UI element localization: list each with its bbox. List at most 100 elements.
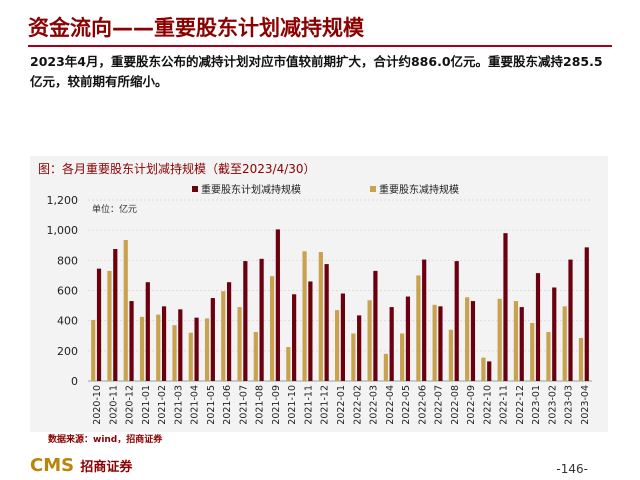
x-tick-label: 2023-03 [564, 385, 575, 425]
bar-planned [161, 306, 167, 381]
bar-planned [113, 249, 118, 381]
bar-planned [535, 273, 541, 381]
bar-actual [400, 333, 405, 381]
bar-planned [324, 264, 329, 381]
x-tick-label: 2022-12 [515, 385, 526, 425]
bar-actual [562, 306, 567, 381]
bar-actual [123, 239, 128, 381]
data-source: 数据来源：wind，招商证券 [48, 435, 163, 445]
x-tick-label: 2021-04 [190, 385, 201, 425]
x-tick-label: 2020-10 [92, 385, 103, 425]
legend-label: 重要股东计划减持规模 [201, 183, 301, 196]
page-title: 资金流向——重要股东计划减持规模 [28, 16, 364, 40]
y-tick-label: 200 [57, 345, 78, 358]
bar-planned [422, 259, 427, 381]
x-tick-label: 2021-07 [238, 385, 249, 425]
bar-actual [318, 252, 323, 381]
bar-planned [275, 229, 280, 381]
bar-actual [335, 310, 340, 381]
bar-actual [172, 325, 177, 381]
x-tick-label: 2022-03 [369, 385, 380, 425]
bar-actual [448, 329, 454, 381]
y-tick-label: 800 [57, 254, 78, 267]
y-tick-label: 1,000 [47, 224, 79, 237]
bar-planned [519, 307, 524, 381]
logo-cn: 招商证券 [80, 460, 133, 475]
bar-actual [383, 353, 388, 381]
bar-planned [340, 293, 345, 381]
bar-actual [416, 275, 421, 381]
bar-actual [286, 347, 291, 381]
bar-planned [487, 361, 492, 381]
bar-planned [584, 247, 589, 381]
y-tick-label: 1,200 [47, 194, 79, 207]
x-tick-label: 2021-11 [303, 385, 314, 425]
bar-planned [568, 259, 573, 381]
bar-planned [405, 296, 411, 381]
x-tick-label: 2021-05 [206, 385, 217, 425]
bar-actual [302, 251, 307, 381]
bar-planned [226, 282, 232, 381]
x-tick-label: 2022-01 [336, 385, 347, 425]
unit-label: 单位：亿元 [92, 203, 137, 215]
x-tick-label: 2022-08 [450, 385, 461, 425]
x-tick-label: 2022-09 [466, 385, 477, 425]
bar-actual [497, 298, 502, 381]
bar-actual [481, 357, 486, 381]
x-tick-label: 2020-12 [125, 385, 136, 425]
x-tick-label: 2021-08 [255, 385, 266, 425]
bar-actual [139, 316, 145, 381]
bar-planned [454, 261, 459, 381]
bar-actual [156, 314, 161, 381]
bar-actual [351, 333, 356, 381]
x-tick-label: 2022-06 [417, 385, 428, 425]
bar-planned [259, 258, 264, 381]
bar-actual [546, 331, 551, 381]
y-tick-label: 0 [71, 375, 78, 388]
bar-planned [438, 306, 443, 381]
bar-actual [188, 332, 193, 381]
x-tick-label: 2023-02 [547, 385, 558, 425]
bar-planned [470, 301, 476, 381]
bar-planned [210, 298, 215, 381]
bar-planned [308, 281, 313, 381]
bar-planned [194, 317, 199, 381]
bar-actual [578, 337, 584, 381]
bar-planned [503, 233, 508, 381]
title-divider [28, 45, 612, 47]
page-number: -146- [556, 462, 588, 476]
chart-title: 图：各月重要股东计划减持规模（截至2023/4/30） [38, 162, 316, 176]
x-tick-label: 2022-10 [482, 385, 493, 425]
x-tick-label: 2023-01 [531, 385, 542, 425]
x-tick-label: 2021-01 [141, 385, 152, 425]
bar-actual [204, 318, 210, 381]
bar-actual [237, 307, 242, 381]
x-tick-label: 2021-06 [222, 385, 233, 425]
x-tick-label: 2021-10 [287, 385, 298, 425]
x-tick-label: 2020-11 [108, 385, 119, 425]
legend-label: 重要股东减持规模 [379, 183, 459, 196]
bar-planned [96, 268, 102, 381]
x-tick-label: 2022-02 [352, 385, 363, 425]
bar-planned [243, 261, 248, 381]
bar-actual [432, 304, 437, 381]
bar-planned [145, 282, 150, 381]
bar-actual [513, 301, 519, 381]
x-tick-label: 2022-07 [434, 385, 445, 425]
bar-actual [107, 270, 112, 381]
x-tick-label: 2022-04 [385, 385, 396, 425]
x-tick-label: 2022-11 [499, 385, 510, 425]
x-tick-label: 2021-12 [320, 385, 331, 425]
bar-planned [373, 270, 378, 381]
x-tick-label: 2021-09 [271, 385, 282, 425]
x-tick-label: 2022-05 [401, 385, 412, 425]
bar-planned [389, 307, 394, 381]
bar-actual [367, 300, 372, 381]
x-tick-label: 2021-03 [173, 385, 184, 425]
bar-planned [178, 309, 183, 381]
bar-planned [292, 294, 297, 381]
logo-text: CMS [30, 455, 75, 476]
x-tick-label: 2023-04 [580, 385, 591, 425]
bar-actual [253, 331, 258, 381]
